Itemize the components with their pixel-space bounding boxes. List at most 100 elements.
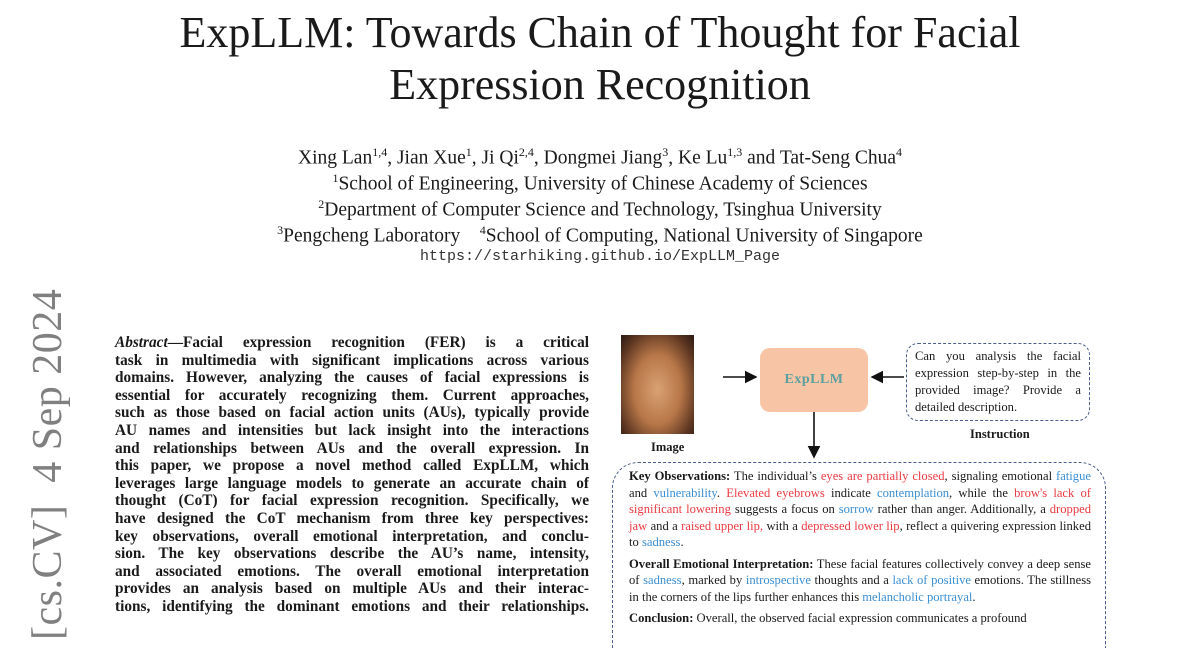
abstract-line: domains. However, analyzing the causes o…	[115, 369, 589, 387]
output-text: .	[680, 535, 684, 549]
author-separator: ,	[668, 147, 678, 169]
au-phrase: eyes are partially closed	[820, 469, 945, 483]
emotion-phrase: sorrow	[838, 502, 874, 516]
instruction-label: Instruction	[970, 427, 1030, 441]
abstract-line: key observations, overall emotional inte…	[115, 528, 589, 546]
abstract-line: sion. The key observations describe the …	[115, 545, 589, 563]
output-text: , while the	[949, 485, 1015, 500]
output-text: emotions. The stillness in the corners o…	[629, 573, 1091, 604]
abstract-text: have designed the CoT mechanism from thr…	[115, 509, 589, 527]
abstract-text: and associated emotions. The overall emo…	[115, 562, 589, 580]
affiliation-text: School of Computing, National University…	[485, 225, 923, 247]
abstract-text: task in multimedia with significant impl…	[115, 351, 589, 369]
affiliation-sup: 3	[277, 223, 284, 237]
output-section: Key Observations: The individual’s eyes …	[629, 468, 1091, 551]
abstract-text: —Facial expression recognition (FER) is …	[167, 334, 589, 351]
model-box: ExpLLM	[760, 348, 868, 412]
output-section: Overall Emotional Interpretation: These …	[629, 556, 1091, 606]
output-text: and	[629, 485, 654, 500]
author-name: Ke Lu	[677, 147, 728, 169]
output-text: , reflect a quivering expression linked …	[629, 518, 1091, 550]
section-heading: Overall Emotional Interpretation:	[629, 556, 814, 571]
output-text: suggests a focus on	[730, 502, 839, 516]
abstract-text: domains. However, analyzing the causes o…	[115, 369, 589, 387]
output-text: These facial features collectively conve…	[629, 556, 1091, 588]
au-phrase: brow's lack of significant lowering	[629, 485, 1091, 517]
abstract-text: AU names and intensities but lack insigh…	[115, 421, 589, 439]
au-phrase: Elevated eyebrows	[726, 485, 825, 500]
output-text: rather than anger. Additionally, a	[873, 502, 1050, 516]
emotion-phrase: fatigue	[1056, 469, 1091, 483]
emotion-phrase: vulnerability	[653, 485, 717, 500]
author-name: Jian Xue	[396, 147, 466, 169]
abstract-text: leverages large language models to gener…	[115, 474, 589, 492]
affiliation-sup: 1	[332, 171, 339, 185]
author-sup: 3	[662, 145, 669, 159]
output-box: Key Observations: The individual’s eyes …	[612, 462, 1106, 648]
emotion-phrase: sadness	[641, 535, 681, 549]
au-phrase: raised upper lip,	[681, 518, 764, 533]
author-sup: 2,4	[518, 145, 534, 159]
affiliation-text: Pengcheng Laboratory	[283, 225, 461, 247]
emotion-phrase: sadness	[643, 573, 682, 587]
abstract-label: Abstract	[115, 334, 168, 351]
author-sup: 1,4	[372, 145, 388, 159]
affiliation-text: Department of Computer Science and Techn…	[324, 199, 882, 221]
author-sup: 4	[895, 145, 902, 159]
output-text: and a	[647, 518, 682, 533]
output-text: The individual’s	[730, 469, 821, 483]
au-phrase: dropped jaw	[629, 502, 1092, 533]
paper-title-line-1: ExpLLM: Towards Chain of Thought for Fac…	[179, 8, 1021, 57]
abstract-text: and relationships between AUs and the ov…	[115, 439, 589, 457]
abstract-text: tions, identifying the dominant emotions…	[115, 597, 589, 615]
abstract-text: this paper, we propose a novel method ca…	[115, 457, 589, 475]
abstract-line: provides an analysis based on multiple A…	[115, 580, 589, 598]
affiliation-sup: 2	[318, 197, 325, 211]
output-text: .	[972, 589, 976, 604]
affiliation-sup: 4	[479, 223, 486, 237]
project-url[interactable]: https://starhiking.github.io/ExpLLM_Page	[419, 248, 781, 265]
abstract-line: have designed the CoT mechanism from thr…	[115, 510, 589, 528]
affiliation-2: 2Department of Computer Science and Tech…	[0, 192, 1200, 223]
instruction-box: Can you analysis the facial expression s…	[906, 343, 1090, 421]
abstract-line: AU names and intensities but lack insigh…	[115, 422, 589, 440]
abstract-line: tions, identifying the dominant emotions…	[115, 598, 589, 616]
output-text: thoughts and a	[810, 573, 893, 587]
output-text: , signaling emotional	[944, 469, 1057, 483]
author-name: Ji Qi	[481, 147, 519, 169]
author-name: Dongmei Jiang	[543, 147, 663, 169]
affiliation-text: School of Engineering, University of Chi…	[338, 173, 868, 195]
author-sup: 1,3	[727, 145, 743, 159]
abstract-text: essential for accurately recognizing the…	[115, 386, 589, 404]
author-separator: ,	[471, 147, 482, 169]
author-list: Xing Lan1,4, Jian Xue1, Ji Qi2,4, Dongme…	[0, 140, 1200, 171]
output-text: indicate	[824, 485, 877, 500]
image-label: Image	[651, 440, 685, 454]
affiliation-1: 1School of Engineering, University of Ch…	[0, 166, 1200, 197]
face-image	[621, 335, 694, 434]
abstract-line: and associated emotions. The overall emo…	[115, 563, 589, 581]
output-text: with a	[763, 518, 802, 533]
abstract-text: thought (CoT) for facial expression reco…	[115, 492, 589, 510]
emotion-phrase: contemplation	[877, 485, 950, 500]
output-text: Overall, the observed facial expression …	[693, 611, 1027, 625]
abstract-line: thought (CoT) for facial expression reco…	[115, 492, 589, 510]
au-phrase: depressed lower lip	[801, 518, 900, 533]
abstract: Abstract—Facial expression recognition (…	[115, 334, 589, 616]
abstract-line: task in multimedia with significant impl…	[115, 352, 589, 370]
author-sup: 1	[465, 145, 472, 159]
author-separator: ,	[387, 147, 397, 169]
abstract-line: essential for accurately recognizing the…	[115, 387, 589, 405]
abstract-text: key observations, overall emotional inte…	[115, 527, 589, 545]
abstract-line: and relationships between AUs and the ov…	[115, 440, 589, 458]
emotion-phrase: lack of positive	[892, 573, 971, 587]
author-separator: ,	[533, 147, 544, 169]
section-heading: Key Observations:	[629, 469, 731, 483]
abstract-line: Abstract—Facial expression recognition (…	[115, 334, 589, 352]
abstract-text: sion. The key observations describe the …	[115, 545, 589, 563]
abstract-line: this paper, we propose a novel method ca…	[115, 457, 589, 475]
abstract-text: such as those based on facial action uni…	[115, 404, 589, 422]
output-section: Conclusion: Overall, the observed facial…	[629, 610, 1091, 627]
